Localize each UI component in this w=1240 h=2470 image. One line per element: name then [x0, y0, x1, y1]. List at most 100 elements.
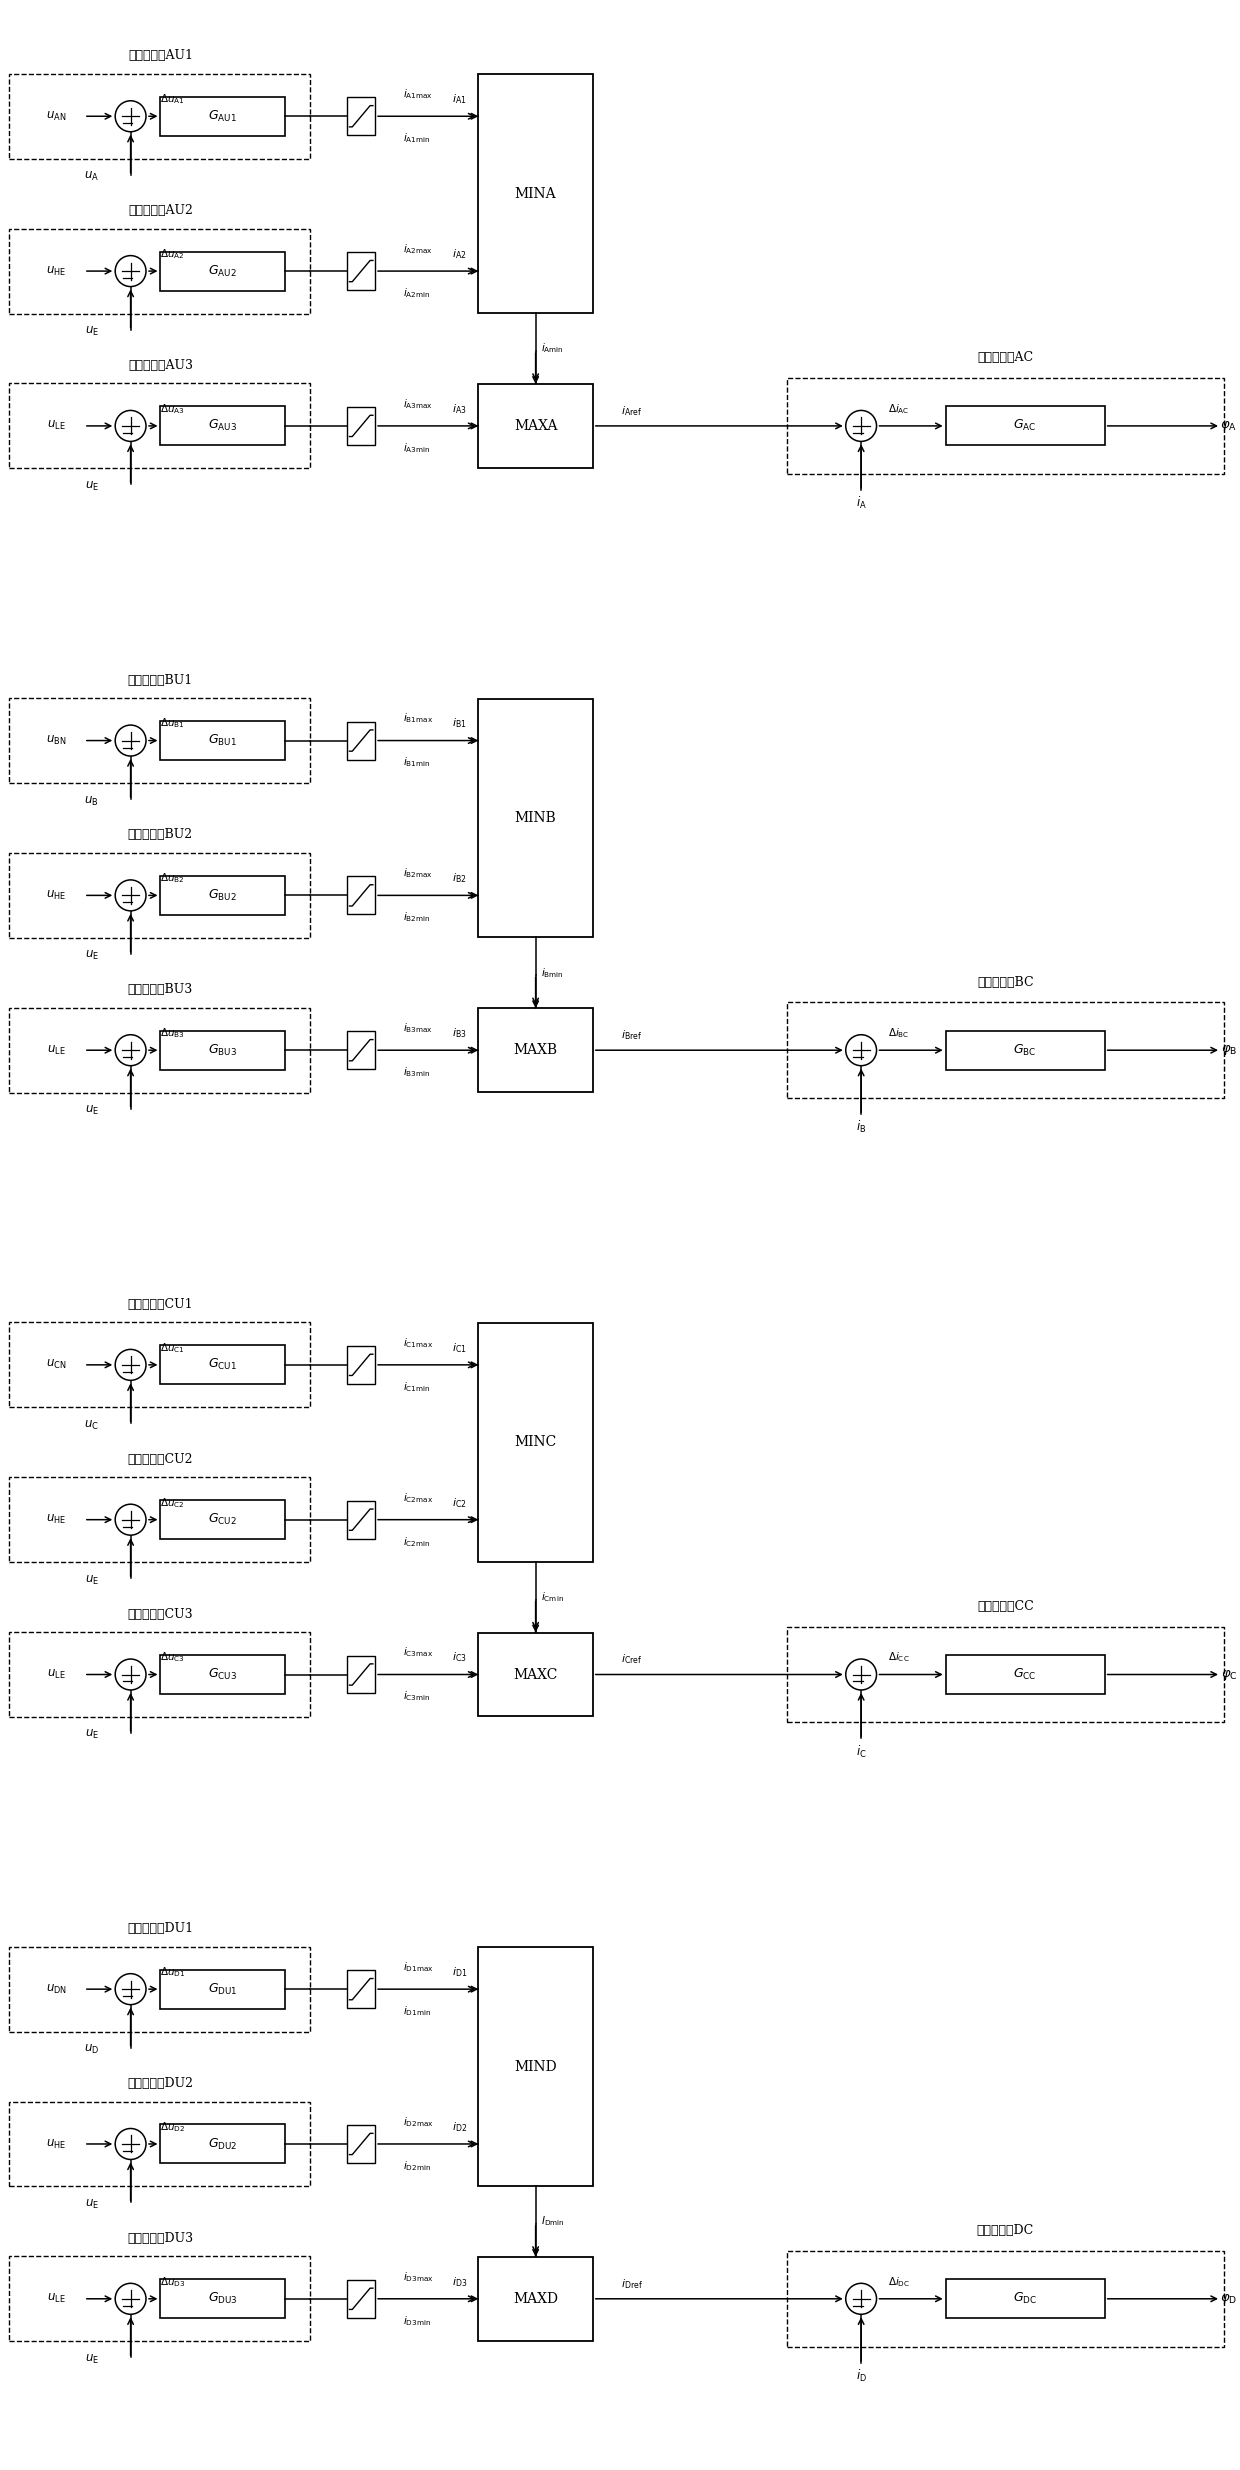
- Bar: [160, 1655, 285, 1694]
- Text: 电压控制环DU3: 电压控制环DU3: [128, 2233, 193, 2245]
- Text: $i_{\mathrm{A1max}}$: $i_{\mathrm{A1max}}$: [403, 86, 433, 101]
- Text: $i_{\mathrm{C3}}$: $i_{\mathrm{C3}}$: [451, 1650, 466, 1665]
- Bar: [10, 2258, 310, 2342]
- Text: $i_{\mathrm{D3max}}$: $i_{\mathrm{D3max}}$: [403, 2270, 434, 2285]
- Text: $i_{\mathrm{D3min}}$: $i_{\mathrm{D3min}}$: [403, 2314, 432, 2327]
- Text: $I_{\mathrm{Dmin}}$: $I_{\mathrm{Dmin}}$: [541, 2216, 564, 2228]
- Bar: [347, 1502, 376, 1539]
- Bar: [347, 1032, 376, 1070]
- Circle shape: [115, 254, 146, 287]
- Text: $\Delta i_{\mathrm{DC}}$: $\Delta i_{\mathrm{DC}}$: [888, 2275, 910, 2290]
- Text: $i_{\mathrm{A1min}}$: $i_{\mathrm{A1min}}$: [403, 131, 430, 146]
- Bar: [479, 1008, 593, 1092]
- Text: $\Delta u_{\mathrm{C2}}$: $\Delta u_{\mathrm{C2}}$: [160, 1497, 185, 1509]
- Text: $i_{\mathrm{A3}}$: $i_{\mathrm{A3}}$: [451, 403, 466, 415]
- Text: $u_{\mathrm{E}}$: $u_{\mathrm{E}}$: [84, 2198, 99, 2211]
- Text: $\varphi_{\mathrm{B}}$: $\varphi_{\mathrm{B}}$: [1220, 1042, 1238, 1057]
- Bar: [10, 1321, 310, 1408]
- Text: $G_{\mathrm{CC}}$: $G_{\mathrm{CC}}$: [1013, 1667, 1037, 1682]
- Text: $u_{\mathrm{C}}$: $u_{\mathrm{C}}$: [84, 1418, 99, 1433]
- Text: $i_{\mathrm{A2max}}$: $i_{\mathrm{A2max}}$: [403, 242, 433, 257]
- Bar: [10, 230, 310, 314]
- Text: $i_{\mathrm{D1}}$: $i_{\mathrm{D1}}$: [451, 1966, 467, 1978]
- Text: $i_{\mathrm{Bmin}}$: $i_{\mathrm{Bmin}}$: [541, 966, 563, 981]
- Text: $i_{\mathrm{D}}$: $i_{\mathrm{D}}$: [856, 2369, 867, 2384]
- Circle shape: [115, 101, 146, 131]
- Text: $i_{\mathrm{A1}}$: $i_{\mathrm{A1}}$: [451, 91, 466, 106]
- Text: $u_{\mathrm{LE}}$: $u_{\mathrm{LE}}$: [47, 1045, 66, 1057]
- Text: 电压控制环DU1: 电压控制环DU1: [128, 1922, 193, 1934]
- Text: $G_{\mathrm{DU2}}$: $G_{\mathrm{DU2}}$: [208, 2137, 237, 2151]
- Text: $i_{\mathrm{A}}$: $i_{\mathrm{A}}$: [856, 494, 867, 511]
- Text: MAXA: MAXA: [513, 420, 557, 432]
- Text: $i_{\mathrm{C2min}}$: $i_{\mathrm{C2min}}$: [403, 1534, 430, 1549]
- Text: MINC: MINC: [515, 1435, 557, 1450]
- Text: $u_{\mathrm{CN}}$: $u_{\mathrm{CN}}$: [46, 1358, 66, 1371]
- Text: MINB: MINB: [515, 810, 557, 825]
- Text: $G_{\mathrm{AU2}}$: $G_{\mathrm{AU2}}$: [208, 264, 237, 279]
- Text: $G_{\mathrm{AU1}}$: $G_{\mathrm{AU1}}$: [208, 109, 237, 124]
- Bar: [160, 1346, 285, 1383]
- Text: $i_{\mathrm{C3max}}$: $i_{\mathrm{C3max}}$: [403, 1645, 433, 1660]
- Text: $i_{\mathrm{D2}}$: $i_{\mathrm{D2}}$: [451, 2119, 467, 2134]
- Text: $\Delta u_{\mathrm{A2}}$: $\Delta u_{\mathrm{A2}}$: [160, 247, 185, 262]
- Text: $u_{\mathrm{E}}$: $u_{\mathrm{E}}$: [84, 2354, 99, 2366]
- Bar: [786, 1003, 1224, 1099]
- Circle shape: [846, 1660, 877, 1689]
- Text: $u_{\mathrm{A}}$: $u_{\mathrm{A}}$: [84, 170, 99, 183]
- Text: $i_{\mathrm{Dref}}$: $i_{\mathrm{Dref}}$: [620, 2277, 642, 2290]
- Text: $i_{\mathrm{A3min}}$: $i_{\mathrm{A3min}}$: [403, 442, 430, 454]
- Text: $G_{\mathrm{CU3}}$: $G_{\mathrm{CU3}}$: [208, 1667, 237, 1682]
- Bar: [10, 1477, 310, 1561]
- Text: $i_{\mathrm{B1}}$: $i_{\mathrm{B1}}$: [451, 716, 466, 731]
- Bar: [10, 1633, 310, 1717]
- Text: $\Delta i_{\mathrm{BC}}$: $\Delta i_{\mathrm{BC}}$: [888, 1028, 910, 1040]
- Text: $i_{\mathrm{B1max}}$: $i_{\mathrm{B1max}}$: [403, 711, 433, 726]
- Text: 电流控制环AC: 电流控制环AC: [977, 351, 1033, 366]
- Bar: [160, 1030, 285, 1070]
- Bar: [160, 96, 285, 136]
- Text: $\Delta u_{\mathrm{D1}}$: $\Delta u_{\mathrm{D1}}$: [160, 1966, 185, 1978]
- Text: 电压控制环BU2: 电压控制环BU2: [128, 827, 193, 842]
- Bar: [10, 383, 310, 469]
- Bar: [10, 2102, 310, 2186]
- Circle shape: [115, 726, 146, 756]
- Text: $u_{\mathrm{HE}}$: $u_{\mathrm{HE}}$: [46, 889, 66, 902]
- Text: 电流控制环BC: 电流控制环BC: [977, 976, 1034, 988]
- Text: $i_{\mathrm{C}}$: $i_{\mathrm{C}}$: [856, 1744, 867, 1759]
- Text: $i_{\mathrm{C2}}$: $i_{\mathrm{C2}}$: [451, 1497, 466, 1509]
- Text: $i_{\mathrm{D2max}}$: $i_{\mathrm{D2max}}$: [403, 2114, 434, 2129]
- Text: $\Delta u_{\mathrm{B2}}$: $\Delta u_{\mathrm{B2}}$: [160, 872, 185, 884]
- Text: $i_{\mathrm{D1max}}$: $i_{\mathrm{D1max}}$: [403, 1961, 434, 1974]
- Bar: [347, 2124, 376, 2164]
- Text: $u_{\mathrm{E}}$: $u_{\mathrm{E}}$: [84, 948, 99, 963]
- Text: $\Delta u_{\mathrm{C3}}$: $\Delta u_{\mathrm{C3}}$: [160, 1650, 185, 1665]
- Text: $i_{\mathrm{D1min}}$: $i_{\mathrm{D1min}}$: [403, 2003, 432, 2018]
- Circle shape: [115, 2282, 146, 2314]
- Circle shape: [846, 410, 877, 442]
- Text: 电压控制环BU3: 电压控制环BU3: [128, 983, 193, 995]
- Bar: [347, 2280, 376, 2317]
- Text: $G_{\mathrm{BU3}}$: $G_{\mathrm{BU3}}$: [208, 1042, 237, 1057]
- Bar: [479, 1946, 593, 2186]
- Bar: [479, 1324, 593, 1561]
- Circle shape: [115, 879, 146, 911]
- Circle shape: [115, 1504, 146, 1536]
- Text: $u_{\mathrm{HE}}$: $u_{\mathrm{HE}}$: [46, 2137, 66, 2151]
- Text: $u_{\mathrm{HE}}$: $u_{\mathrm{HE}}$: [46, 264, 66, 277]
- Text: $\Delta u_{\mathrm{A1}}$: $\Delta u_{\mathrm{A1}}$: [160, 91, 185, 106]
- Text: $u_{\mathrm{LE}}$: $u_{\mathrm{LE}}$: [47, 2292, 66, 2305]
- Text: 电压控制环BU1: 电压控制环BU1: [128, 674, 193, 687]
- Text: $\Delta u_{\mathrm{D3}}$: $\Delta u_{\mathrm{D3}}$: [160, 2275, 185, 2290]
- Bar: [786, 378, 1224, 474]
- Text: $i_{\mathrm{C3min}}$: $i_{\mathrm{C3min}}$: [403, 1689, 430, 1704]
- Bar: [160, 408, 285, 445]
- Text: $G_{\mathrm{DU3}}$: $G_{\mathrm{DU3}}$: [207, 2292, 237, 2307]
- Circle shape: [115, 1035, 146, 1065]
- Bar: [10, 74, 310, 158]
- Text: 电压控制环CU1: 电压控制环CU1: [128, 1297, 193, 1312]
- Text: $i_{\mathrm{B3}}$: $i_{\mathrm{B3}}$: [451, 1028, 466, 1040]
- Circle shape: [115, 1660, 146, 1689]
- Text: $\Delta u_{\mathrm{A3}}$: $\Delta u_{\mathrm{A3}}$: [160, 403, 185, 415]
- Text: $G_{\mathrm{DC}}$: $G_{\mathrm{DC}}$: [1013, 2292, 1037, 2307]
